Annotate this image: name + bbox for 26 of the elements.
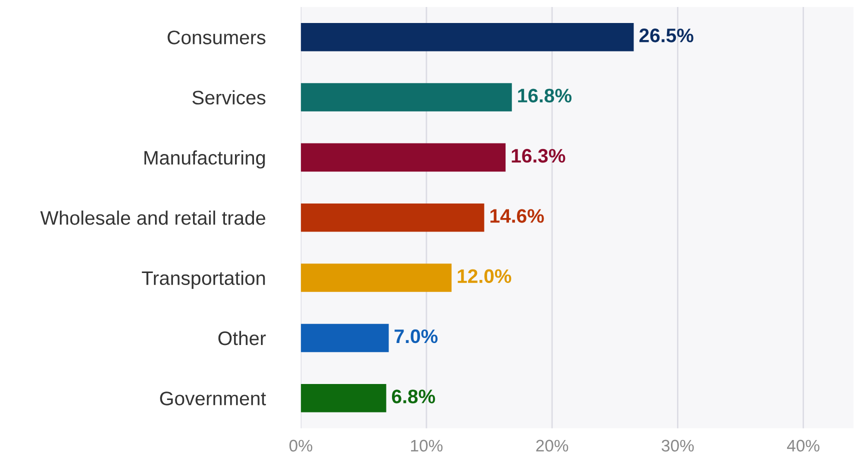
y-tick-label: Manufacturing — [144, 150, 265, 169]
data-label: 16.3% — [512, 148, 566, 163]
bar — [300, 324, 389, 352]
y-tick-label: Government — [160, 392, 266, 406]
data-label: 16.8% — [518, 88, 572, 102]
x-tick-label: 40% — [787, 440, 820, 452]
data-label: 6.8% — [392, 390, 436, 404]
x-tick-label: 30% — [662, 440, 694, 452]
y-tick-label: Other — [218, 330, 266, 346]
bar — [300, 83, 512, 112]
x-tick-label: 0% — [289, 440, 312, 452]
x-tick-label: 10% — [411, 440, 443, 452]
y-tick-label: Wholesale and retail trade — [40, 210, 266, 225]
bar — [300, 264, 452, 292]
bar — [300, 203, 484, 232]
bar — [300, 143, 506, 172]
data-label: 26.5% — [639, 28, 694, 42]
data-label: 7.0% — [394, 329, 438, 344]
y-tick-label: Consumers — [168, 30, 266, 44]
data-label: 14.6% — [490, 209, 544, 223]
bar — [300, 384, 386, 412]
data-label: 12.0% — [458, 269, 512, 284]
y-tick-label: Services — [192, 90, 266, 105]
y-tick-label: Transportation — [142, 270, 265, 289]
x-tick-label: 20% — [536, 440, 568, 452]
bar — [300, 22, 634, 52]
